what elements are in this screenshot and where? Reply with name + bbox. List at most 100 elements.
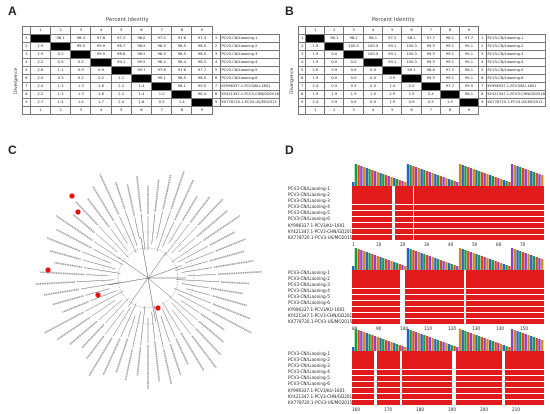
identity-cell: 98.5 (171, 42, 193, 51)
identity-cell: 99.1 (439, 58, 460, 67)
logo-letter (354, 164, 357, 186)
logo-letter (516, 250, 519, 270)
position-ruler: 80 90 100 110 120 130 140 150 (288, 325, 544, 333)
identity-cell: 99.5 (130, 58, 153, 67)
logo-letter (398, 180, 401, 186)
sequence-name: PCV3-CN/Liaoning-4 (485, 58, 547, 67)
alignment-block-1: PCV3-CN/Liaoning-1 PCV3-CN/Liaoning-2 PCV3… (288, 158, 544, 249)
column-number: 1 (305, 26, 326, 35)
identity-cell: 0.3 (50, 74, 72, 83)
alignment-sequence-name: PCV3-CN/Liaoning-2 (288, 192, 330, 198)
tree-branch (81, 251, 111, 264)
logo-letter (453, 181, 456, 186)
logo-letter (467, 251, 470, 270)
diagonal-cell (171, 90, 193, 99)
logo-letter (376, 172, 379, 186)
tree-branch (85, 288, 110, 296)
identity-cell: 98.5 (191, 50, 213, 59)
tree-branch (180, 300, 200, 313)
variable-site (400, 351, 402, 357)
column-number: 1 (305, 106, 326, 115)
variable-site (400, 270, 405, 276)
column-number: 8 (439, 26, 460, 35)
tree-branch (96, 233, 118, 253)
logo-letter (420, 253, 423, 270)
identity-cell: 99.1 (401, 66, 422, 75)
logo-letter (436, 259, 440, 270)
identity-cell: 98.1 (171, 82, 193, 91)
identity-cell: 1.6 (130, 98, 153, 107)
logo-letter (508, 347, 511, 351)
leaf-label (44, 311, 84, 334)
variable-site (400, 369, 402, 375)
leaf-label (180, 332, 205, 371)
ruler-tick-label: 180 (416, 406, 424, 412)
logo-letter (513, 165, 516, 186)
sequence-name: PCV3-CN/Liaoning-5 (485, 66, 547, 75)
identity-cell: 0.5 (420, 98, 441, 107)
variable-site (392, 186, 395, 192)
tree-branch (140, 213, 146, 251)
identity-cell: 100.0 (343, 42, 364, 51)
logo-letter (390, 342, 393, 351)
identity-cell: 98.6 (110, 50, 132, 59)
alignment-row: PCV3-CN/Liaoning-2 (288, 357, 544, 363)
sequence-name: KY996337.1-PCV3/KU-1601 (219, 82, 281, 91)
row-number: 6 (478, 74, 487, 83)
identity-cell: 1.6 (90, 82, 112, 91)
leaf-label (72, 213, 96, 234)
divergence-label: Divergence (14, 67, 19, 94)
identity-cell: 2.8 (29, 66, 52, 75)
row-number: 8 (297, 90, 307, 99)
variable-site (400, 276, 405, 282)
leaf-label (170, 170, 185, 210)
column-number: 9 (191, 106, 213, 115)
identity-cell: 97.6 (151, 66, 173, 75)
variable-site (502, 387, 505, 394)
leaf-label (56, 316, 91, 341)
variable-site (400, 400, 402, 406)
identity-cell: 100.0 (362, 42, 384, 51)
identity-cell: 1.3 (50, 90, 72, 99)
logo-letter (363, 167, 366, 186)
identity-cell: 98.5 (171, 74, 193, 83)
identity-cell: 97.2 (439, 66, 460, 75)
logo-letter (450, 345, 453, 351)
row-number: 8 (478, 90, 487, 99)
variable-site (502, 357, 505, 363)
row-number: 7 (478, 82, 487, 91)
logo-letter (415, 332, 418, 351)
identity-cell: 0.5 (324, 82, 345, 91)
corner-cell (22, 106, 31, 115)
panel-label-d: D (285, 143, 294, 157)
identity-cell: 1.9 (305, 42, 326, 51)
logo-letter (483, 173, 486, 186)
column-number: 9 (191, 26, 213, 35)
leaf-label (92, 185, 115, 222)
logo-letter (521, 252, 525, 270)
identity-cell: 100.0 (401, 50, 422, 59)
logo-letter (461, 165, 464, 186)
identity-cell: 1.9 (324, 90, 345, 99)
leaf-label (43, 288, 80, 296)
logo-letter (538, 174, 541, 186)
logo-letter (530, 336, 533, 351)
column-number: 2 (324, 106, 345, 115)
identity-cell: 1.9 (305, 74, 326, 83)
row-number: 8 (22, 90, 31, 99)
column-number: 1 (29, 106, 52, 115)
identity-cell: 2.0 (29, 74, 52, 83)
logo-letter (412, 166, 415, 186)
sequence-logo (288, 158, 544, 186)
matrix-row: 3 1.9 0.2 99.5 98.6 98.5 98.5 98.5 98.5 3 PCV3-CN/… (22, 50, 281, 59)
position-ruler: 160 170 180 190 200 210 (288, 406, 544, 414)
logo-letter (373, 336, 377, 351)
alignment-row: PCV3-CN/Liaoning-3 (288, 363, 544, 369)
identity-cell: 1.3 (70, 82, 92, 91)
logo-letter (497, 262, 500, 270)
row-number: 8 (211, 90, 221, 99)
sequence-name: KY996337.1-PCV3/KU-1601 (485, 82, 547, 91)
logo-letter (373, 255, 377, 270)
logo-letter (456, 347, 459, 351)
logo-letter (373, 171, 377, 186)
